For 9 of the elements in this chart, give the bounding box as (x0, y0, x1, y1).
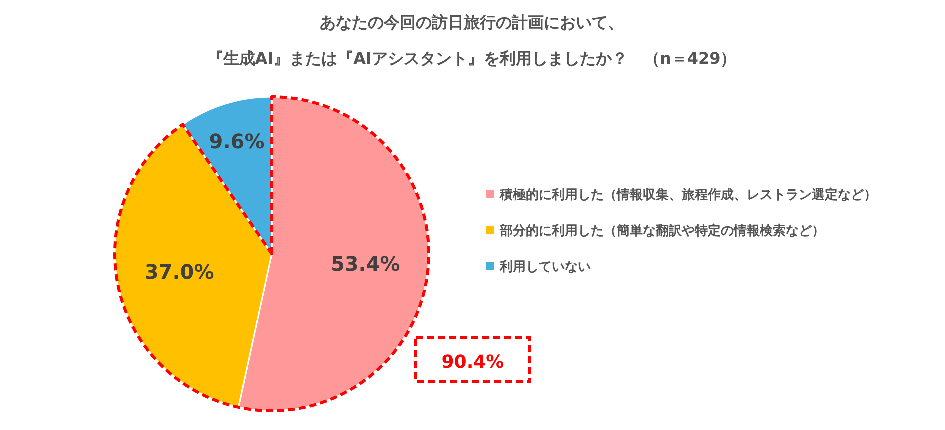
data-label: 53.4% (330, 252, 400, 276)
chart-title: あなたの今回の訪日旅行の計画において、 (320, 13, 624, 32)
legend-label: 部分的に利用した（簡単な翻訳や特定の情報検索など） (499, 223, 825, 239)
legend-label: 積極的に利用した（情報収集、旅程作成、レストラン選定など） (499, 187, 877, 203)
chart-subtitle: 『生成AI』または『AIアシスタント』を利用しましたか？ （n＝429） (207, 49, 737, 68)
data-label: 37.0% (144, 260, 214, 284)
legend-label: 利用していない (499, 259, 591, 275)
data-label: 9.6% (209, 130, 265, 154)
text: 90.4% (442, 352, 504, 373)
